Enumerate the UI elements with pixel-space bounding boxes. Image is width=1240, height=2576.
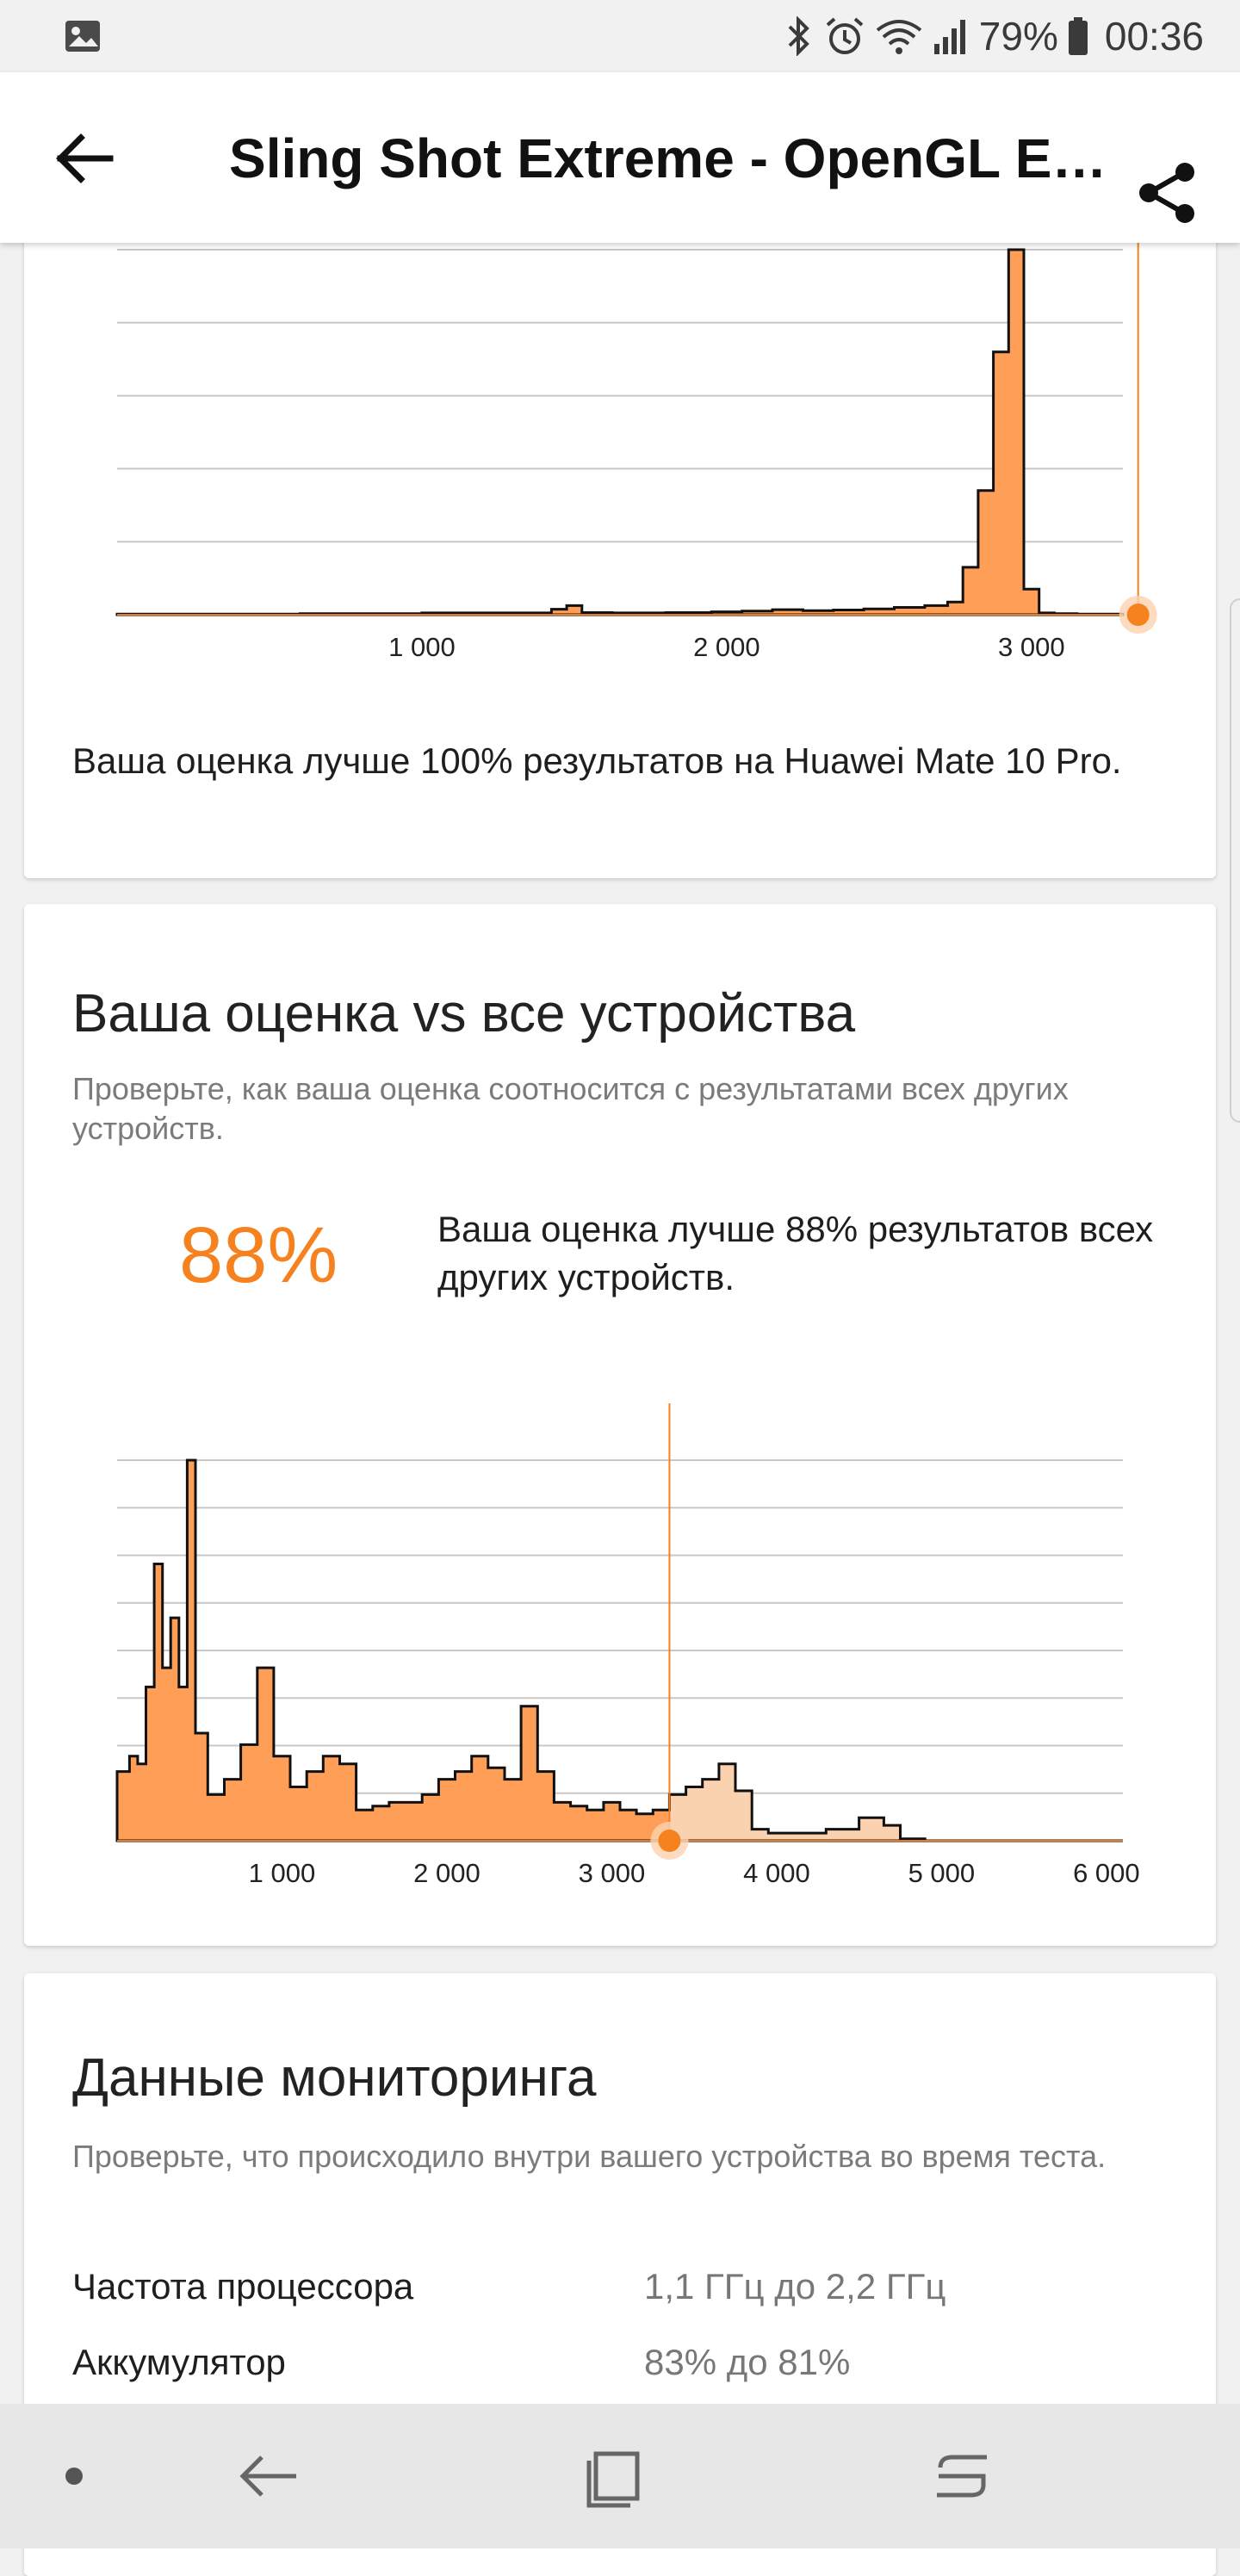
x-tick-label: 1 000 bbox=[388, 632, 456, 662]
navigation-bar bbox=[0, 2404, 1240, 2548]
device-histogram-chart: 1 000 2 000 3 000 bbox=[115, 172, 1157, 662]
recent-apps-icon[interactable] bbox=[923, 2442, 1001, 2511]
scroll-handle[interactable] bbox=[1230, 598, 1240, 1123]
all-devices-card: Ваша оценка vs все устройства Проверьте,… bbox=[24, 904, 1216, 1946]
x-tick-label: 5 000 bbox=[908, 1858, 976, 1888]
all-devices-histogram-chart: 1 000 2 000 3 000 4 000 5 000 6 000 bbox=[115, 1403, 1140, 1888]
share-icon[interactable] bbox=[1133, 158, 1202, 227]
app-bar: Sling Shot Extreme - OpenGL E… bbox=[0, 72, 1240, 243]
battery-percent: 79% bbox=[978, 14, 1058, 59]
monitoring-label: Аккумулятор bbox=[72, 2342, 286, 2382]
bluetooth-icon bbox=[788, 16, 809, 56]
monitoring-title: Данные мониторинга bbox=[72, 2048, 597, 2108]
x-tick-label: 3 000 bbox=[998, 632, 1065, 662]
gallery-icon bbox=[65, 21, 100, 52]
x-tick-label: 3 000 bbox=[579, 1858, 646, 1888]
monitoring-value: 1,1 ГГц до 2,2 ГГц bbox=[644, 2266, 946, 2307]
all-devices-subtitle: Проверьте, как ваша оценка соотносится с… bbox=[72, 1071, 1069, 1146]
x-tick-label: 1 000 bbox=[249, 1858, 316, 1888]
home-nav-icon[interactable] bbox=[577, 2442, 654, 2511]
monitoring-label: Частота процессора bbox=[72, 2266, 414, 2307]
alarm-icon bbox=[826, 17, 864, 54]
score-marker bbox=[658, 1830, 681, 1852]
clock: 00:36 bbox=[1104, 14, 1204, 59]
distribution-outline bbox=[115, 1458, 1123, 1842]
monitoring-value: 83% до 81% bbox=[644, 2342, 851, 2382]
device-comparison-text: Ваша оценка лучше 100% результатов на Hu… bbox=[72, 740, 1122, 781]
score-marker bbox=[1126, 604, 1150, 626]
arrow-left-icon[interactable] bbox=[50, 124, 119, 193]
dot-icon[interactable] bbox=[38, 2442, 115, 2511]
back-nav-icon[interactable] bbox=[231, 2442, 308, 2511]
all-devices-title: Ваша оценка vs все устройства bbox=[72, 984, 856, 1043]
percent-score: 88% bbox=[179, 1211, 338, 1299]
x-tick-label: 4 000 bbox=[743, 1858, 810, 1888]
battery-icon bbox=[1068, 17, 1088, 55]
x-tick-label: 2 000 bbox=[693, 632, 760, 662]
distribution-area bbox=[117, 250, 1123, 615]
monitoring-subtitle: Проверьте, что происходило внутри вашего… bbox=[72, 2139, 1107, 2174]
wifi-icon bbox=[876, 20, 922, 54]
status-bar: 79% 00:36 bbox=[0, 0, 1240, 72]
signal-icon bbox=[933, 20, 965, 54]
device-distribution-card: 1 000 2 000 3 000 Ваша оценка лучше 100% р… bbox=[24, 172, 1216, 878]
x-tick-label: 6 000 bbox=[1073, 1858, 1140, 1888]
distribution-outline bbox=[115, 248, 1125, 616]
all-devices-comparison-text: Ваша оценка лучше 88% результатов всех д… bbox=[437, 1209, 1154, 1297]
x-tick-label: 2 000 bbox=[413, 1858, 480, 1888]
page-title: Sling Shot Extreme - OpenGL E… bbox=[229, 127, 1107, 189]
